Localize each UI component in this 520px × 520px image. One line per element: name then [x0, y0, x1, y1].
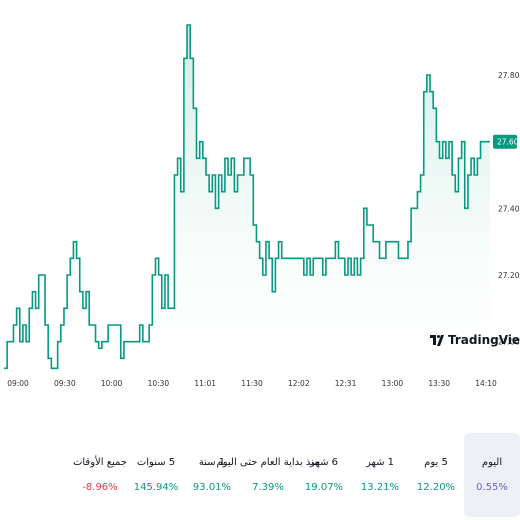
x-tick-label: 11:01	[194, 379, 216, 388]
period-label: 1 شهر	[365, 457, 395, 468]
x-tick-label: 09:00	[7, 379, 29, 388]
price-chart[interactable]: 27.00 27.20 27.40 27.80 09:00 09:30 10:00 10:3…	[0, 0, 520, 400]
y-tick-label: 27.00	[498, 338, 520, 347]
period-change-value: 0.55%	[476, 482, 508, 493]
period-button[interactable]: 1 شهر 13.21%	[352, 433, 408, 517]
price-axis[interactable]: 27.00 27.20 27.40 27.80	[498, 71, 520, 347]
period-button[interactable]: جميع الأوقات -8.96%	[72, 433, 128, 517]
period-button[interactable]: 5 سنوات 145.94%	[128, 433, 184, 517]
price-line	[4, 24, 490, 370]
last-price-tag: 27.60	[493, 134, 519, 149]
period-label: 5 سنوات	[136, 457, 176, 468]
period-change-value: 19.07%	[304, 482, 344, 493]
x-tick-label: 10:30	[148, 379, 170, 388]
period-change-value: 12.20%	[416, 482, 456, 493]
tradingview-logo[interactable]: TradingView	[430, 333, 520, 347]
y-tick-label: 27.80	[498, 71, 520, 80]
period-change-value: 93.01%	[192, 482, 232, 493]
period-button[interactable]: 6 شهر 19.07%	[296, 433, 352, 517]
x-tick-label: 10:00	[101, 379, 123, 388]
x-tick-label: 13:30	[428, 379, 450, 388]
period-change-value: -8.96%	[82, 482, 118, 493]
period-change-value: 13.21%	[360, 482, 400, 493]
period-label: 1 سنة	[198, 457, 226, 468]
period-label: 6 شهر	[309, 457, 339, 468]
x-tick-label: 13:00	[382, 379, 404, 388]
x-tick-label: 11:30	[241, 379, 263, 388]
period-button[interactable]: 5 يوم 12.20%	[408, 433, 464, 517]
period-button[interactable]: 1 سنة 93.01%	[184, 433, 240, 517]
chart-canvas[interactable]: 27.00 27.20 27.40 27.80 09:00 09:30 10:00 10:3…	[0, 0, 520, 400]
line-layer	[4, 24, 490, 370]
x-tick-label: 12:02	[288, 379, 310, 388]
period-change-value: 145.94%	[133, 482, 179, 493]
period-change-value: 7.39%	[252, 482, 284, 493]
period-label: اليوم	[481, 457, 503, 468]
y-tick-label: 27.40	[498, 204, 520, 213]
x-tick-label: 09:30	[54, 379, 76, 388]
y-tick-label: 27.20	[498, 271, 520, 280]
period-button[interactable]: منذ بداية العام حتى اليوم 7.39%	[217, 433, 320, 517]
period-label: جميع الأوقات	[72, 457, 128, 468]
last-price-tag-box	[493, 134, 517, 149]
x-tick-label: 12:31	[335, 379, 357, 388]
period-button[interactable]: اليوم 0.55%	[464, 433, 520, 517]
price-area-fill	[4, 25, 490, 369]
performance-periods: اليوم 0.55% 5 يوم 12.20% 1 شهر 13.21% 6 شهر 19.…	[8, 433, 520, 517]
area-layer	[4, 25, 490, 369]
last-price-value: 27.60	[497, 138, 519, 147]
period-label: منذ بداية العام حتى اليوم	[216, 457, 320, 468]
x-tick-label: 14:10	[475, 379, 497, 388]
brand-name: TradingView	[448, 333, 520, 347]
period-label: 5 يوم	[424, 457, 448, 468]
tradingview-logo-icon	[430, 335, 445, 346]
time-axis[interactable]: 09:00 09:30 10:00 10:30 11:01 11:30 12:02 12:31…	[7, 379, 497, 388]
